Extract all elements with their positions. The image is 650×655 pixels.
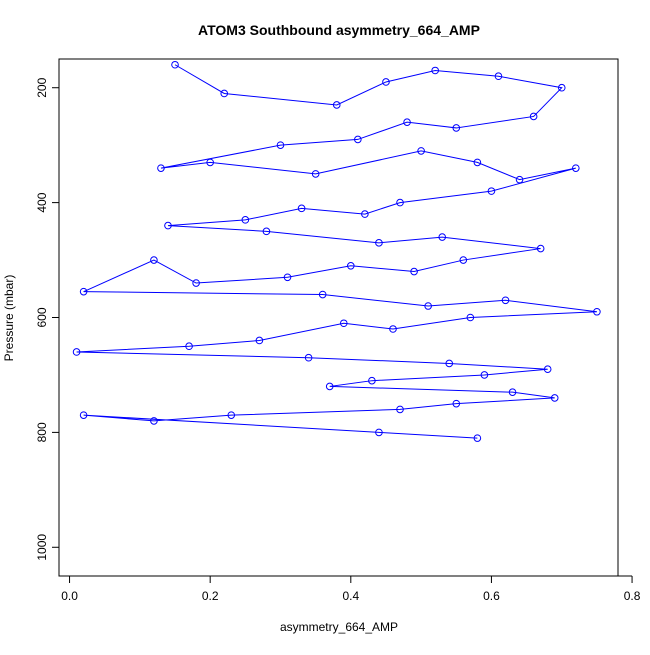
data-point: [410, 267, 418, 276]
chart-title: ATOM3 Southbound asymmetry_664_AMP: [198, 22, 480, 38]
data-point: [396, 198, 404, 207]
data-point: [515, 175, 524, 184]
data-point: [417, 147, 425, 155]
data-point: [361, 210, 369, 218]
data-point: [438, 233, 447, 241]
data-point: [79, 411, 88, 419]
data-point: [354, 135, 362, 144]
data-point: [297, 204, 306, 213]
data-point: [593, 307, 601, 316]
data-point: [466, 313, 475, 322]
data-point: [431, 66, 439, 75]
data-point: [192, 279, 200, 287]
plot-frame: [58, 58, 619, 577]
x-tick-label: 0.2: [202, 589, 219, 603]
y-tick-label: 200: [35, 77, 49, 97]
data-point: [403, 118, 411, 126]
data-point: [572, 164, 580, 172]
data-point: [185, 342, 193, 351]
data-point: [382, 78, 390, 86]
x-axis-label: asymmetry_664_AMP: [280, 620, 398, 634]
data-point: [157, 164, 165, 172]
data-point: [339, 319, 348, 328]
data-point: [508, 388, 517, 396]
data-point: [241, 216, 250, 224]
data-point: [164, 221, 172, 230]
data-point: [452, 124, 461, 132]
x-tick-label: 0.8: [624, 589, 641, 603]
y-tick-label: 1000: [35, 534, 49, 561]
y-tick-label: 400: [35, 192, 49, 212]
data-point: [262, 227, 271, 236]
data-point: [368, 376, 376, 385]
y-tick-label: 600: [35, 307, 49, 327]
x-axis: 0.0 0.2 0.4 0.6 0.8: [61, 575, 641, 603]
data-point: [424, 302, 432, 310]
data-point: [480, 371, 489, 379]
data-point: [311, 170, 320, 178]
data-point: [375, 428, 383, 437]
y-axis-label: Pressure (mbar): [2, 275, 16, 362]
data-point: [171, 60, 179, 69]
data-point: [304, 353, 313, 362]
data-point: [536, 244, 545, 253]
series-line: [76, 64, 597, 439]
x-tick-label: 0.6: [483, 589, 500, 603]
data-point: [550, 394, 559, 402]
data-point: [445, 359, 454, 368]
data-point: [375, 239, 383, 247]
data-point: [389, 325, 397, 333]
data-point: [79, 287, 88, 296]
data-point: [150, 256, 158, 264]
data-point: [276, 141, 285, 149]
data-point: [459, 256, 468, 264]
y-axis: 200 400 600 800 1000: [35, 77, 60, 561]
data-point: [557, 83, 566, 92]
data-point: [501, 296, 510, 305]
data-point: [529, 112, 538, 121]
data-point: [206, 158, 214, 167]
plot-area: [72, 60, 601, 442]
data-point: [473, 434, 482, 442]
y-tick-label: 800: [35, 422, 49, 442]
data-point: [255, 336, 264, 345]
data-point: [318, 290, 327, 299]
data-point: [487, 187, 496, 195]
data-point: [283, 273, 292, 282]
data-point: [452, 399, 461, 408]
data-point: [347, 262, 355, 270]
x-tick-label: 0.0: [61, 589, 78, 603]
data-point: [325, 382, 334, 391]
data-point: [220, 89, 229, 98]
data-point: [396, 405, 404, 414]
data-point: [227, 411, 236, 419]
data-point: [72, 348, 81, 356]
data-point: [543, 365, 552, 374]
data-point: [473, 158, 482, 167]
x-tick-label: 0.4: [342, 589, 359, 603]
data-point: [332, 101, 341, 109]
data-point: [494, 72, 503, 81]
data-point: [150, 417, 158, 425]
